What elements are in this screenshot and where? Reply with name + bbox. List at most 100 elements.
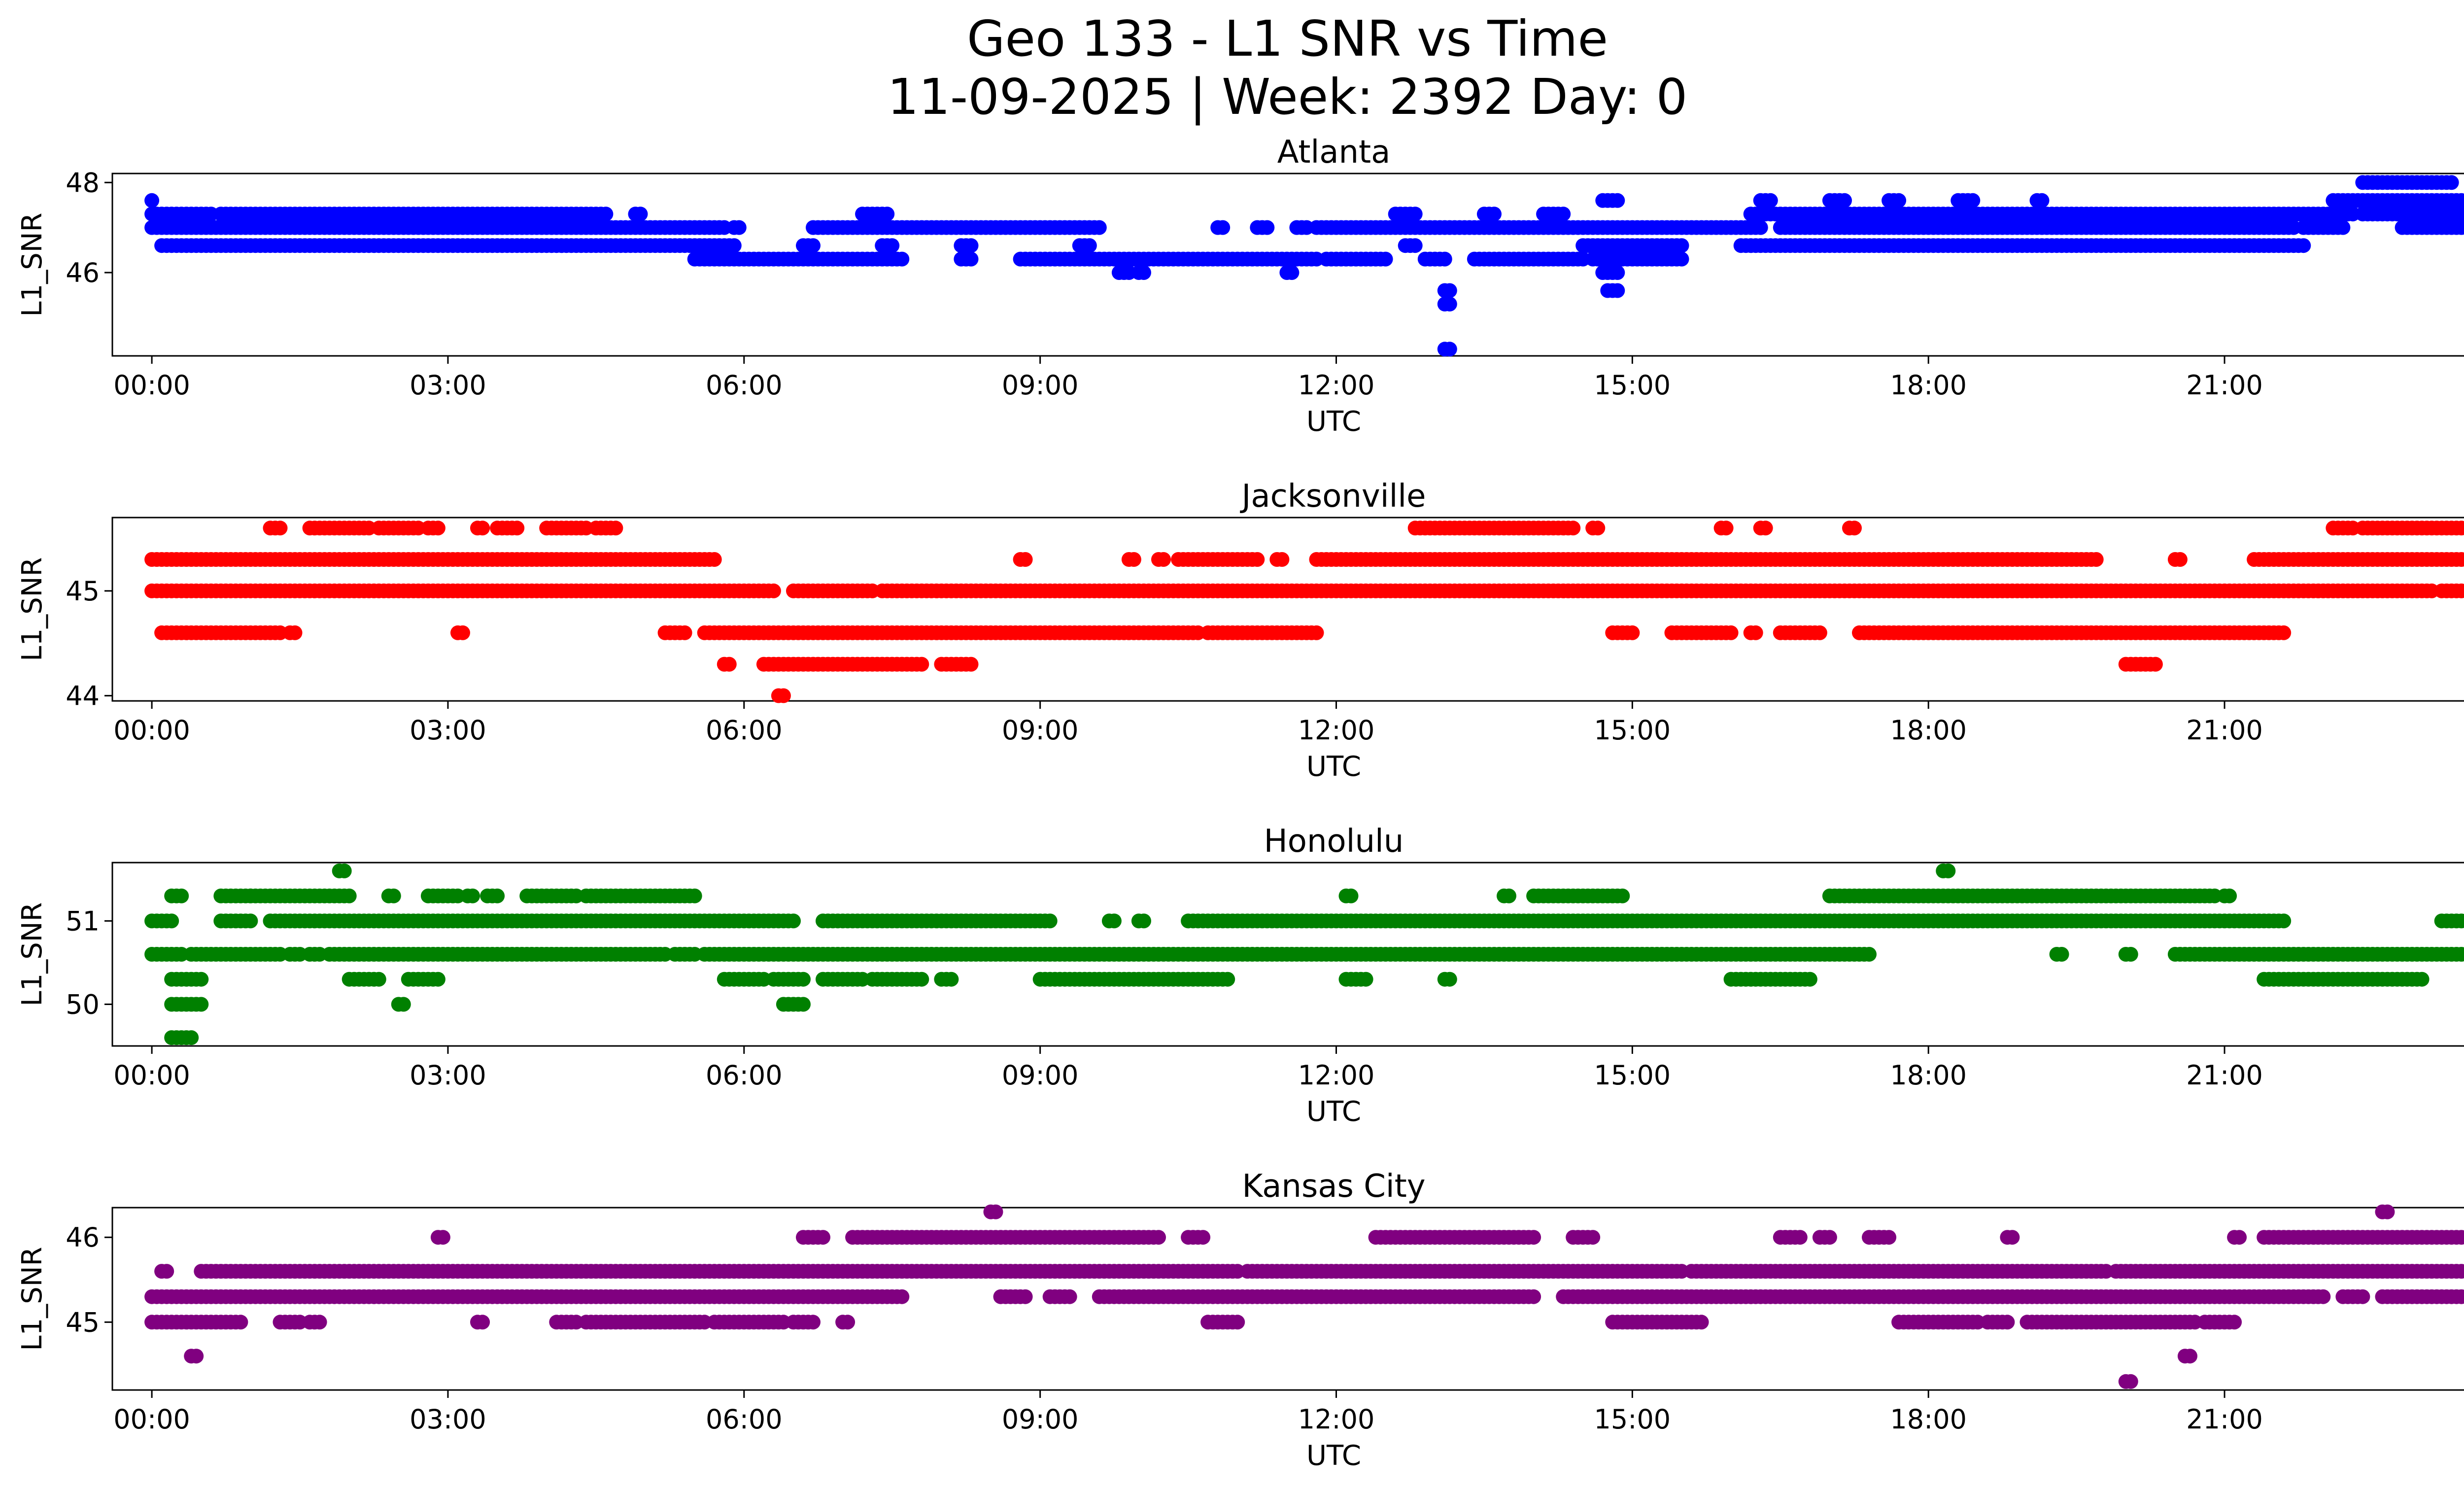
data-point — [806, 1315, 821, 1330]
data-point — [1941, 863, 1956, 878]
data-point — [1407, 238, 1423, 253]
data-point — [455, 625, 470, 640]
figure-subtitle: 11-09-2025 | Week: 2392 Day: 0 — [887, 68, 1688, 126]
data-point — [273, 521, 288, 536]
data-point — [386, 888, 401, 904]
data-point — [2232, 1230, 2247, 1245]
data-point — [707, 552, 722, 567]
data-point — [1442, 283, 1457, 298]
data-point — [1792, 1230, 1808, 1245]
data-point — [2459, 584, 2464, 598]
data-point — [963, 657, 979, 672]
x-tick-label: 06:00 — [706, 715, 783, 746]
x-tick-label: 09:00 — [1002, 1060, 1079, 1091]
data-point — [2414, 972, 2430, 987]
data-point — [2296, 238, 2311, 253]
data-point — [1837, 193, 1852, 208]
data-point — [776, 688, 791, 703]
plot-frame — [111, 862, 2464, 1047]
data-point — [1585, 1230, 1601, 1245]
data-point — [1526, 1230, 1541, 1245]
data-point — [1674, 251, 1689, 267]
data-point — [1260, 220, 1275, 235]
data-point — [2459, 947, 2464, 962]
data-point — [1674, 238, 1689, 253]
data-point — [1156, 552, 1171, 567]
data-point — [1610, 193, 1625, 208]
data-point — [475, 1315, 490, 1330]
data-point — [2148, 657, 2163, 672]
data-point — [287, 625, 303, 640]
data-point — [1358, 972, 1373, 987]
data-point — [1407, 207, 1423, 222]
data-point — [430, 521, 445, 536]
data-point — [1526, 1289, 1541, 1304]
data-point — [1753, 220, 1768, 235]
data-point — [312, 1315, 327, 1330]
data-point — [2088, 552, 2104, 567]
data-point — [840, 1315, 856, 1330]
data-point — [1802, 972, 1817, 987]
plot-frame — [111, 517, 2464, 702]
data-point — [880, 207, 895, 222]
subplot-title: Jacksonville — [1240, 478, 1426, 515]
x-tick-label: 21:00 — [2186, 370, 2263, 401]
data-point — [1965, 193, 1981, 208]
data-point — [1196, 1230, 1211, 1245]
data-point — [1566, 521, 1581, 536]
data-point — [1442, 342, 1457, 357]
data-point — [726, 238, 742, 253]
data-point — [2355, 1289, 2370, 1304]
data-point — [894, 251, 910, 267]
data-point — [2222, 888, 2237, 904]
data-point — [677, 625, 692, 640]
data-point — [731, 220, 747, 235]
y-tick-label: 46 — [66, 257, 100, 288]
data-point — [2335, 220, 2351, 235]
data-point — [1615, 888, 1630, 904]
data-point — [174, 888, 189, 904]
data-point — [1136, 913, 1151, 929]
data-point — [1018, 552, 1033, 567]
y-tick-label: 48 — [66, 167, 100, 198]
x-tick-label: 15:00 — [1594, 1060, 1671, 1091]
y-axis-label: L1_SNR — [16, 212, 48, 316]
data-point — [144, 193, 160, 208]
data-point — [914, 972, 929, 987]
data-point — [1812, 625, 1827, 640]
data-point — [1442, 972, 1457, 987]
subplot-title: Honolulu — [1264, 823, 1404, 860]
x-tick-label: 06:00 — [706, 370, 783, 401]
data-point — [1437, 251, 1452, 267]
x-tick-label: 21:00 — [2186, 1060, 2263, 1091]
y-tick-label: 45 — [66, 576, 100, 607]
x-tick-label: 15:00 — [1594, 370, 1671, 401]
data-point — [1502, 888, 1516, 904]
x-tick-label: 03:00 — [410, 1060, 486, 1091]
plot-frame — [111, 173, 2464, 357]
y-tick-label: 44 — [66, 680, 100, 711]
data-point — [963, 238, 979, 253]
data-point — [233, 1315, 248, 1330]
figure-title: Geo 133 - L1 SNR vs Time — [967, 10, 1608, 68]
data-point — [184, 1030, 199, 1045]
data-point — [371, 972, 386, 987]
data-point — [2459, 1264, 2464, 1279]
data-point — [1062, 1289, 1077, 1304]
data-point — [1822, 1230, 1837, 1245]
data-point — [1763, 193, 1778, 208]
data-point — [2444, 175, 2459, 190]
data-point — [598, 207, 614, 222]
data-point — [342, 888, 357, 904]
data-point — [1220, 972, 1235, 987]
data-point — [963, 251, 979, 267]
data-point — [944, 972, 959, 987]
data-point — [2459, 1230, 2464, 1245]
data-point — [490, 888, 505, 904]
data-point — [2459, 914, 2464, 928]
data-point — [1758, 521, 1773, 536]
data-point — [1694, 1315, 1709, 1330]
data-point — [721, 657, 737, 672]
data-point — [510, 521, 525, 536]
